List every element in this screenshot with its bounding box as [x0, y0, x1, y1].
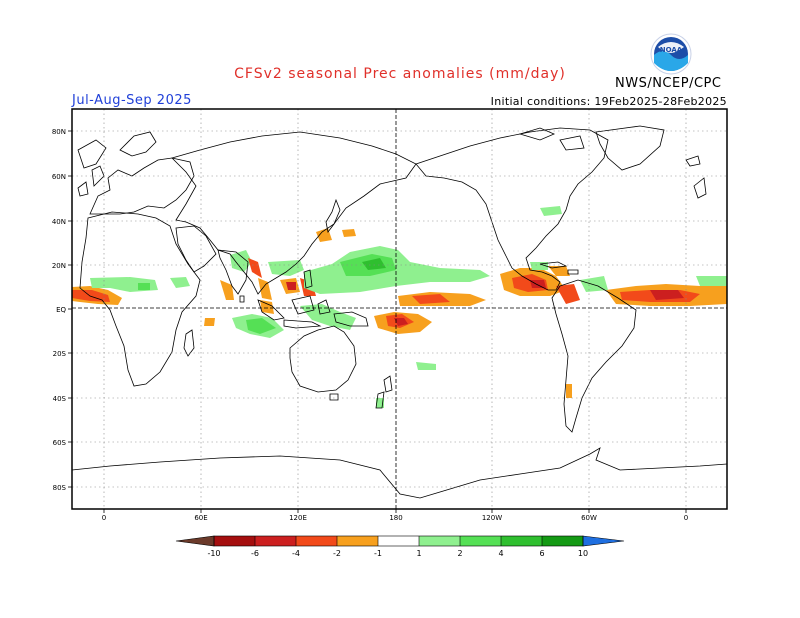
colorbar-label: -6	[251, 549, 259, 558]
colorbar-label: 2	[457, 549, 462, 558]
lon-label: 60W	[581, 514, 597, 522]
colorbar-swatch	[501, 536, 542, 546]
colorbar-swatch	[460, 536, 501, 546]
colorbar-label: 4	[498, 549, 503, 558]
colorbar-label: -2	[333, 549, 341, 558]
latitude-labels: 80N 60N 40N 20N EQ 20S 40S 60S 80S	[52, 128, 67, 492]
colorbar-label: -10	[207, 549, 220, 558]
colorbar-swatch	[176, 536, 214, 546]
colorbar-label: -1	[374, 549, 382, 558]
colorbar-swatch	[214, 536, 255, 546]
colorbar-swatch	[419, 536, 460, 546]
lat-label: 40S	[53, 395, 67, 403]
agency-label: NWS/NCEP/CPC	[615, 76, 722, 91]
coastlines	[71, 125, 728, 499]
colorbar-swatch	[542, 536, 583, 546]
svg-text:NOAA: NOAA	[660, 46, 683, 54]
lat-label: EQ	[56, 306, 66, 314]
lon-label: 0	[684, 514, 688, 522]
colorbar-swatch	[583, 536, 624, 546]
colorbar-label: 1	[416, 549, 421, 558]
lon-label: 120W	[482, 514, 502, 522]
colorbar: -10 -6 -4 -2 -1 1 2 4 6 10	[175, 535, 625, 558]
map-title: CFSv2 seasonal Prec anomalies (mm/day)	[234, 66, 566, 82]
lon-label: 120E	[289, 514, 307, 522]
lat-label: 80N	[52, 128, 66, 136]
colorbar-swatch	[296, 536, 337, 546]
colorbar-label: -4	[292, 549, 300, 558]
lat-label: 20S	[53, 350, 67, 358]
graticule	[72, 109, 727, 509]
lat-label: 40N	[52, 218, 66, 226]
colorbar-swatch	[255, 536, 296, 546]
lat-label: 80S	[53, 484, 67, 492]
lon-label: 60E	[194, 514, 207, 522]
colorbar-label: 6	[539, 549, 544, 558]
lat-label: 60N	[52, 173, 66, 181]
colorbar-swatch	[378, 536, 419, 546]
initial-conditions-label: Initial conditions: 19Feb2025-28Feb2025	[490, 95, 727, 108]
lon-label: 180	[389, 514, 402, 522]
colorbar-swatch	[337, 536, 378, 546]
noaa-logo: NOAA	[650, 33, 692, 75]
lat-label: 60S	[53, 439, 67, 447]
colorbar-label: 10	[578, 549, 588, 558]
longitude-labels: 0 60E 120E 180 120W 60W 0	[102, 514, 688, 522]
season-label: Jul-Aug-Sep 2025	[72, 93, 192, 108]
lon-label: 0	[102, 514, 106, 522]
lat-label: 20N	[52, 262, 66, 270]
